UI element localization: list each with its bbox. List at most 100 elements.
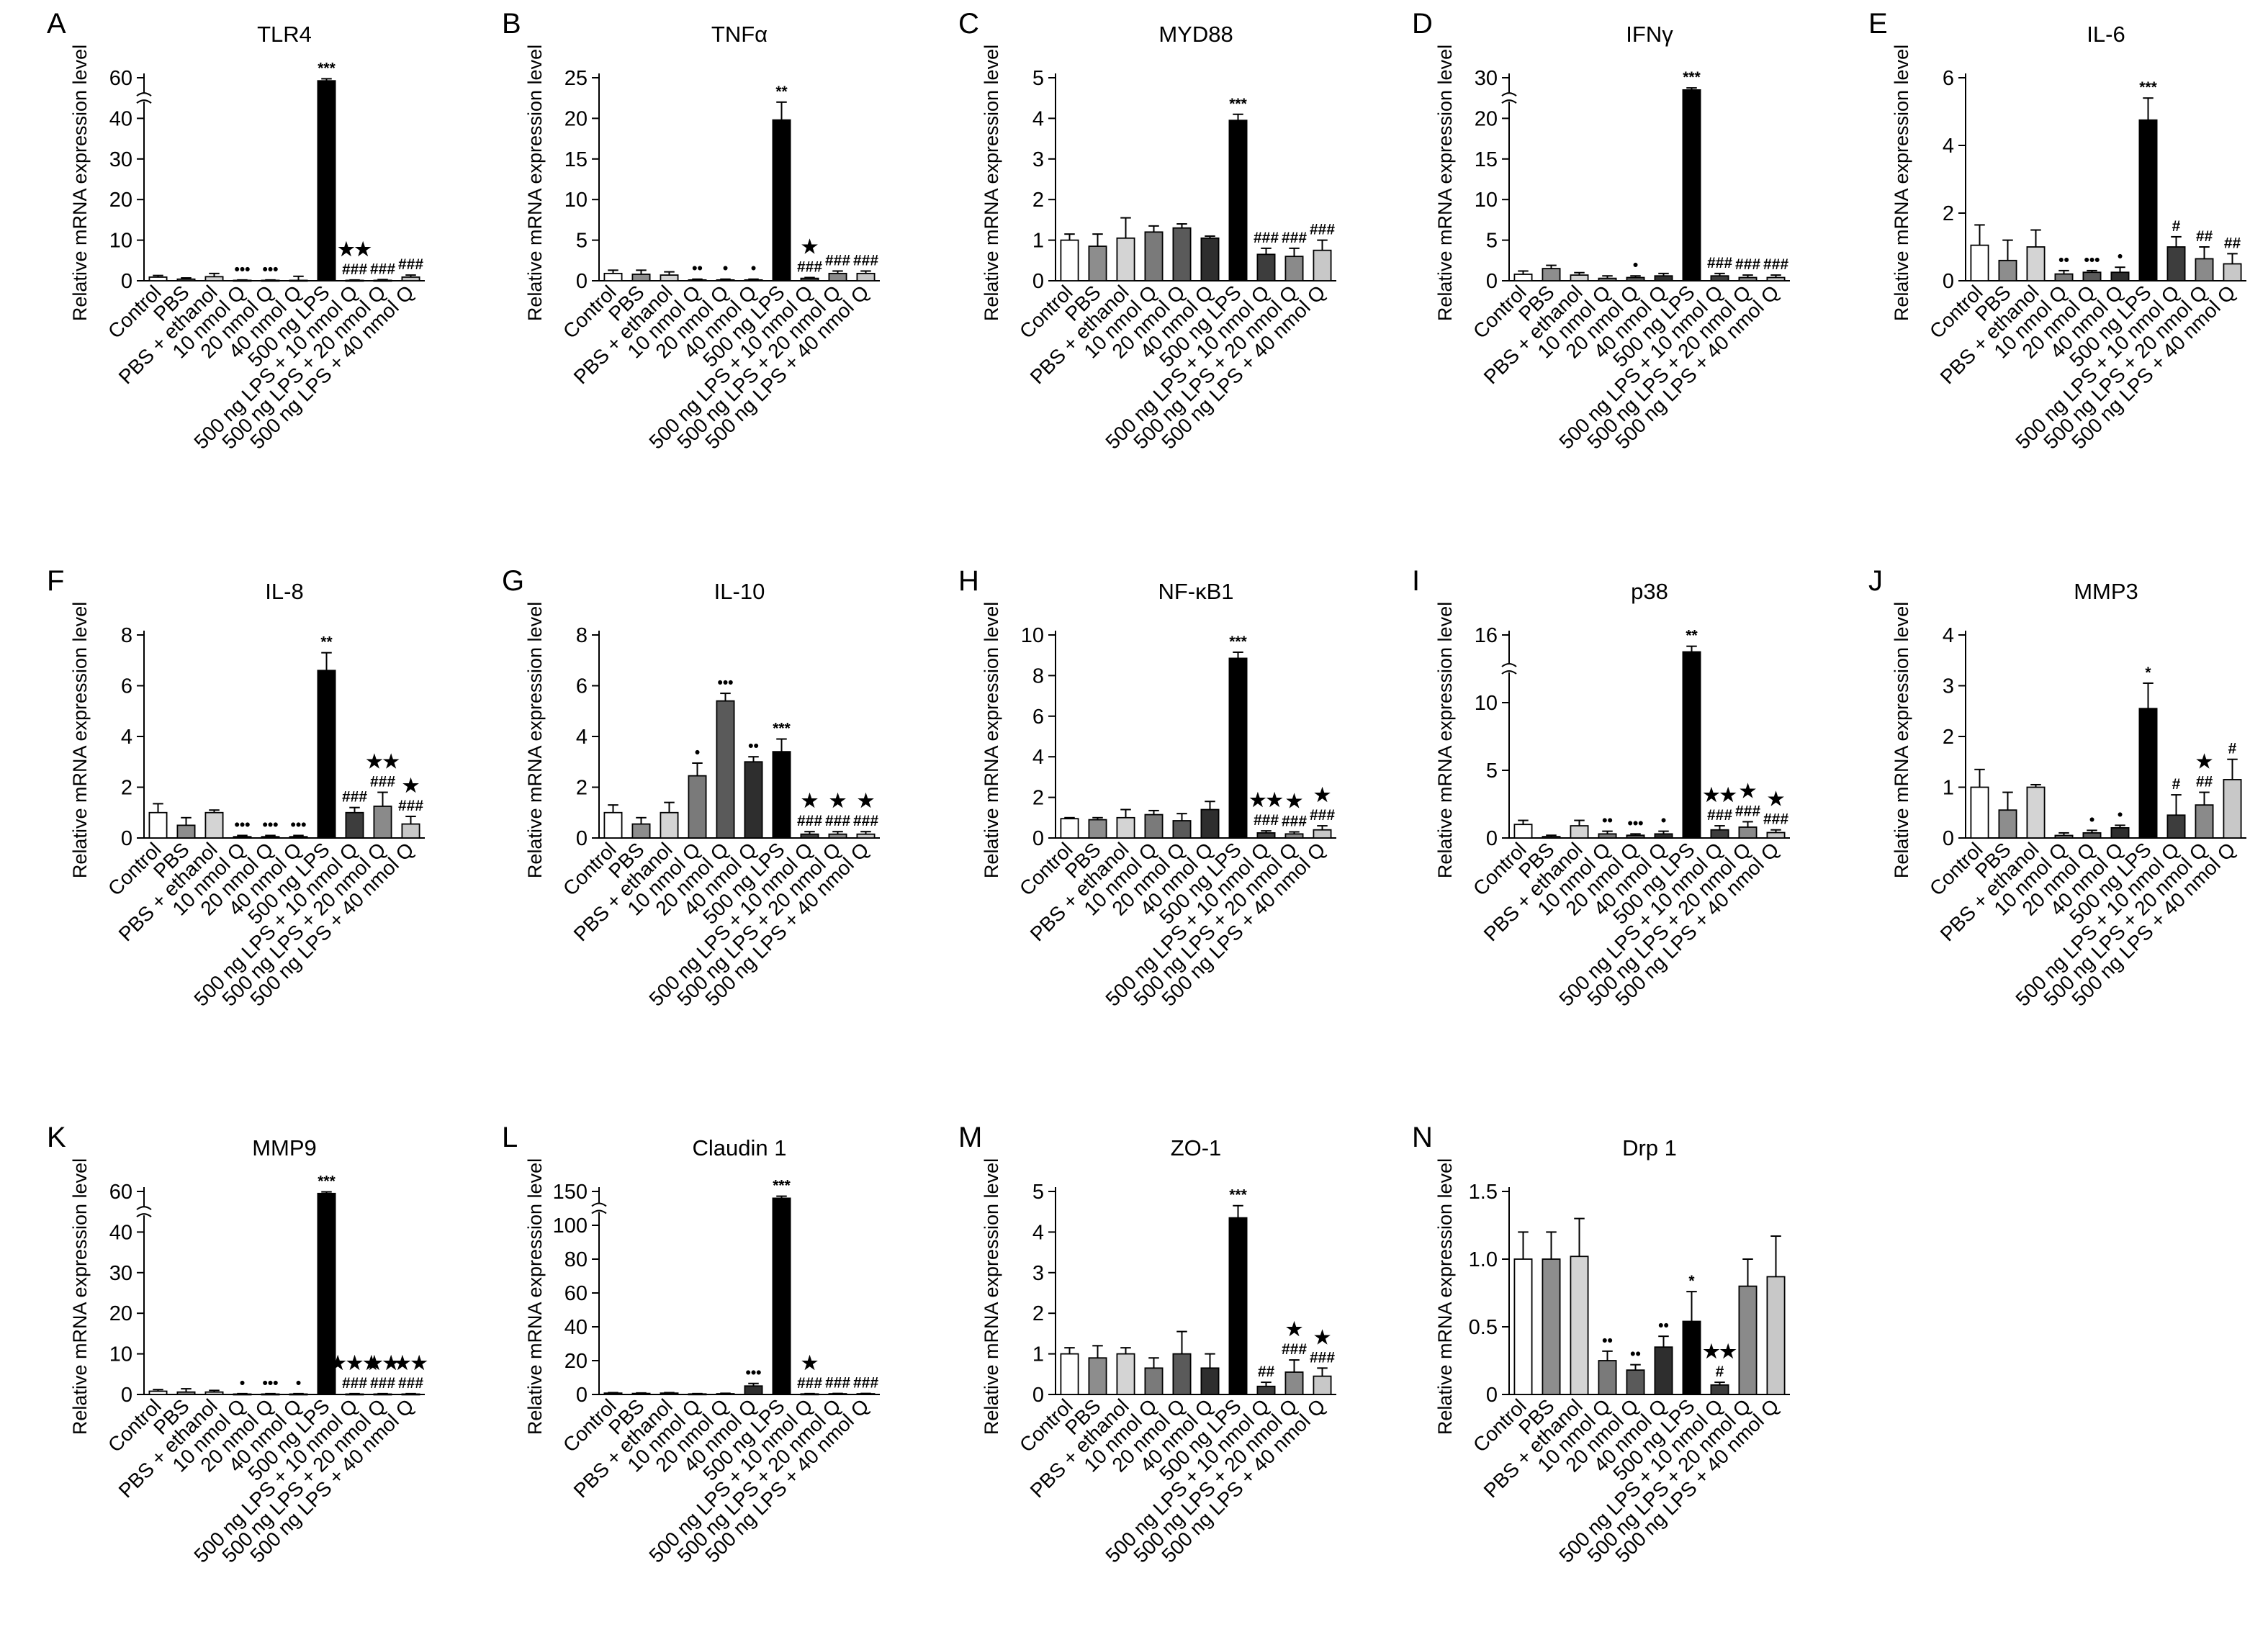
bar-group [2026, 229, 2046, 281]
bar-group: *** [772, 1178, 791, 1395]
panel-j: J MMP3 Relative mRNA expression level 0 1 2 3 4… [1868, 565, 2246, 1011]
bar [2082, 832, 2102, 839]
bar-group [176, 277, 196, 281]
bar [1172, 227, 1192, 281]
bar-group [716, 1392, 735, 1395]
bar [2054, 273, 2074, 281]
bar-group [1116, 808, 1135, 839]
axes: 0 5 10 15 20 30 [1475, 67, 1790, 293]
y-tick-label: 3 [1032, 148, 1044, 171]
bar-group [631, 1392, 651, 1395]
significance-label: ★ [858, 790, 875, 811]
y-tick-label: 10 [1475, 189, 1498, 212]
bar [688, 775, 707, 839]
bar [204, 1391, 224, 1395]
significance-label: ★ [801, 790, 819, 811]
bar [1284, 256, 1304, 281]
bar-group [1542, 834, 1561, 839]
significance-label: ## [2224, 235, 2241, 251]
significance-label: • [695, 744, 700, 761]
significance-label: ### [825, 1375, 850, 1392]
axes: 0 20 40 60 80 100 150 [553, 1181, 880, 1407]
bar [1088, 245, 1107, 281]
bar [856, 833, 876, 839]
bar-group: • [1626, 257, 1645, 281]
bar [1542, 836, 1561, 839]
bar-group: *** [2138, 79, 2158, 281]
axes: 0 10 20 30 40 60 [109, 67, 425, 293]
bar-group: ** [317, 634, 336, 839]
y-tick-label: 1 [1032, 1343, 1044, 1366]
bar [2138, 119, 2158, 281]
bar [1998, 259, 2017, 281]
bar-group: ### [853, 252, 878, 281]
bar-group [631, 816, 651, 839]
significance-label: ••• [2084, 252, 2100, 269]
panel-n: N Drp 1 Relative mRNA expression level 0 0.5… [1412, 1122, 1790, 1567]
bar-group [1088, 233, 1107, 281]
significance-label: ••• [262, 261, 278, 278]
bar [800, 277, 819, 281]
bar-group: *** [1228, 634, 1248, 839]
significance-label: * [2145, 664, 2151, 681]
bar-group [1200, 235, 1220, 281]
bar-group: ** [1682, 628, 1701, 839]
significance-label: ★ [801, 235, 819, 257]
bar [660, 811, 679, 839]
bar [1570, 274, 1589, 281]
bar [233, 836, 252, 839]
significance-label: # [2228, 741, 2237, 757]
axis-break-mark [591, 1202, 607, 1214]
bar [401, 276, 420, 281]
bar [1256, 832, 1276, 839]
y-axis-label: Relative mRNA expression level [1434, 1158, 1456, 1435]
bar-group: *** [317, 60, 336, 281]
axis-break-gap [1503, 93, 1515, 102]
bar-group: ** [772, 84, 791, 281]
y-tick-label: 20 [564, 1350, 588, 1373]
bar-group: ★### [1735, 780, 1760, 839]
panel-title: ZO-1 [1171, 1135, 1222, 1160]
significance-label: ★★ [366, 751, 400, 772]
y-tick-label: 4 [1032, 1221, 1044, 1244]
bar-group: *** [1682, 69, 1701, 281]
y-tick-label: 0 [121, 1384, 132, 1407]
bar-group [1654, 272, 1673, 281]
significance-label: ### [1310, 1349, 1335, 1366]
bar [1598, 277, 1617, 281]
bar [1654, 833, 1673, 839]
axes: 0 5 10 15 20 25 [564, 67, 880, 293]
panel-title: Claudin 1 [693, 1135, 787, 1160]
bar-group: * [1682, 1273, 1701, 1395]
y-tick-label: 6 [121, 675, 132, 698]
significance-label: ★ [801, 1352, 819, 1374]
bar-group: •• [744, 738, 763, 839]
y-tick-label: 16 [1475, 624, 1498, 647]
y-tick-label: 2 [1943, 726, 1954, 749]
bar-group: ★### [1763, 788, 1788, 839]
bar-group: ★★### [366, 1352, 400, 1396]
y-tick-label: 0 [121, 270, 132, 293]
bar [744, 1385, 763, 1395]
significance-label: ### [1763, 256, 1788, 273]
significance-label: •• [2058, 252, 2069, 269]
panel-title: TLR4 [257, 22, 312, 47]
bar [1598, 833, 1617, 839]
bar [1172, 820, 1192, 839]
axis-break-gap [138, 1207, 150, 1216]
significance-label: *** [2139, 79, 2157, 96]
bar-group [1088, 1345, 1107, 1395]
bar [1200, 808, 1220, 839]
bar [772, 751, 791, 839]
significance-label: • [1661, 813, 1666, 829]
significance-label: ** [775, 84, 788, 100]
bar-group: •• [688, 261, 707, 281]
significance-label: ### [1282, 230, 1307, 246]
panel-f: F IL-8 Relative mRNA expression level 0 2 4 6 8… [47, 565, 425, 1011]
y-tick-label: 100 [553, 1214, 588, 1238]
bar-group: ## [2195, 228, 2214, 281]
bar [2082, 271, 2102, 281]
y-tick-label: 15 [1475, 148, 1498, 171]
significance-label: ### [1707, 255, 1732, 271]
